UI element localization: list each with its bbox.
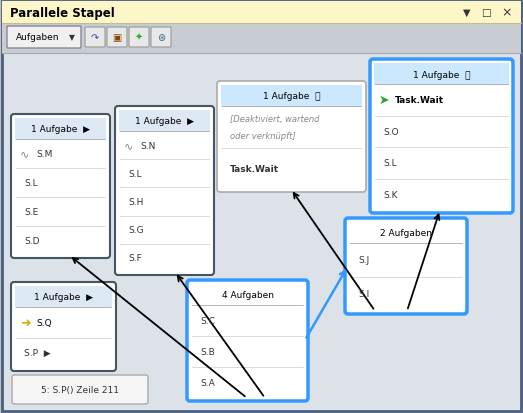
Text: S.Q: S.Q	[36, 318, 52, 327]
Text: S.J: S.J	[358, 256, 369, 265]
Text: ↷: ↷	[91, 33, 99, 43]
FancyBboxPatch shape	[129, 28, 149, 48]
FancyBboxPatch shape	[2, 24, 521, 54]
Text: S.G: S.G	[128, 225, 144, 235]
Text: S.I: S.I	[358, 290, 369, 299]
Text: ▼: ▼	[463, 8, 471, 18]
Text: 2 Aufgaben: 2 Aufgaben	[380, 229, 432, 238]
Text: S.P  ▶: S.P ▶	[24, 349, 51, 357]
FancyBboxPatch shape	[374, 64, 509, 86]
FancyBboxPatch shape	[107, 28, 127, 48]
FancyBboxPatch shape	[217, 82, 366, 192]
FancyBboxPatch shape	[119, 111, 210, 133]
FancyBboxPatch shape	[12, 375, 148, 404]
Text: 1 Aufgabe  ❓: 1 Aufgabe ❓	[413, 70, 470, 79]
FancyBboxPatch shape	[15, 119, 106, 141]
FancyBboxPatch shape	[7, 27, 81, 49]
Text: Task.Wait: Task.Wait	[230, 164, 279, 173]
FancyBboxPatch shape	[115, 107, 214, 275]
Text: □: □	[481, 8, 491, 18]
Text: S.L: S.L	[24, 178, 38, 188]
Text: 1 Aufgabe  ❓: 1 Aufgabe ❓	[263, 92, 320, 101]
Text: S.F: S.F	[128, 254, 142, 263]
Text: ⊛: ⊛	[157, 33, 165, 43]
FancyBboxPatch shape	[191, 284, 304, 306]
Text: 4 Aufgaben: 4 Aufgaben	[222, 291, 274, 300]
Text: ➤: ➤	[379, 94, 389, 107]
Text: 1 Aufgabe  ▶: 1 Aufgabe ▶	[135, 117, 194, 126]
Text: ➜: ➜	[20, 316, 30, 329]
FancyBboxPatch shape	[11, 115, 110, 259]
FancyBboxPatch shape	[85, 28, 105, 48]
FancyBboxPatch shape	[221, 86, 362, 108]
Text: S.B: S.B	[200, 347, 215, 356]
FancyBboxPatch shape	[11, 282, 116, 371]
Text: S.L: S.L	[383, 159, 396, 168]
Text: [Deaktiviert, wartend: [Deaktiviert, wartend	[230, 115, 320, 123]
Text: ×: ×	[501, 7, 511, 19]
FancyBboxPatch shape	[345, 218, 467, 314]
FancyBboxPatch shape	[151, 28, 171, 48]
Text: ∿: ∿	[123, 141, 133, 151]
Text: 1 Aufgabe  ▶: 1 Aufgabe ▶	[34, 293, 93, 302]
FancyBboxPatch shape	[370, 60, 513, 214]
Text: S.O: S.O	[383, 128, 399, 136]
Text: S.D: S.D	[24, 236, 40, 245]
Text: ▣: ▣	[112, 33, 122, 43]
Text: S.H: S.H	[128, 197, 143, 206]
Text: ∿: ∿	[19, 149, 29, 159]
Text: S.M: S.M	[36, 150, 52, 159]
FancyBboxPatch shape	[187, 280, 308, 401]
Text: S.A: S.A	[200, 378, 215, 387]
Text: S.C: S.C	[200, 316, 215, 325]
Text: S.N: S.N	[140, 141, 155, 150]
Text: ✦: ✦	[135, 33, 143, 43]
Text: Parallele Stapel: Parallele Stapel	[10, 7, 115, 19]
Text: 1 Aufgabe  ▶: 1 Aufgabe ▶	[31, 125, 90, 134]
Text: S.L: S.L	[128, 169, 142, 178]
Text: ▼: ▼	[69, 33, 75, 43]
FancyBboxPatch shape	[2, 2, 521, 24]
Text: Task.Wait: Task.Wait	[395, 96, 444, 105]
Text: S.E: S.E	[24, 207, 38, 216]
FancyBboxPatch shape	[15, 286, 112, 308]
FancyBboxPatch shape	[349, 223, 463, 244]
Text: 5: S.P() Zeile 211: 5: S.P() Zeile 211	[41, 385, 119, 394]
Text: oder verknüpft]: oder verknüpft]	[230, 132, 295, 141]
Text: S.K: S.K	[383, 190, 397, 199]
Text: Aufgaben: Aufgaben	[16, 33, 60, 43]
